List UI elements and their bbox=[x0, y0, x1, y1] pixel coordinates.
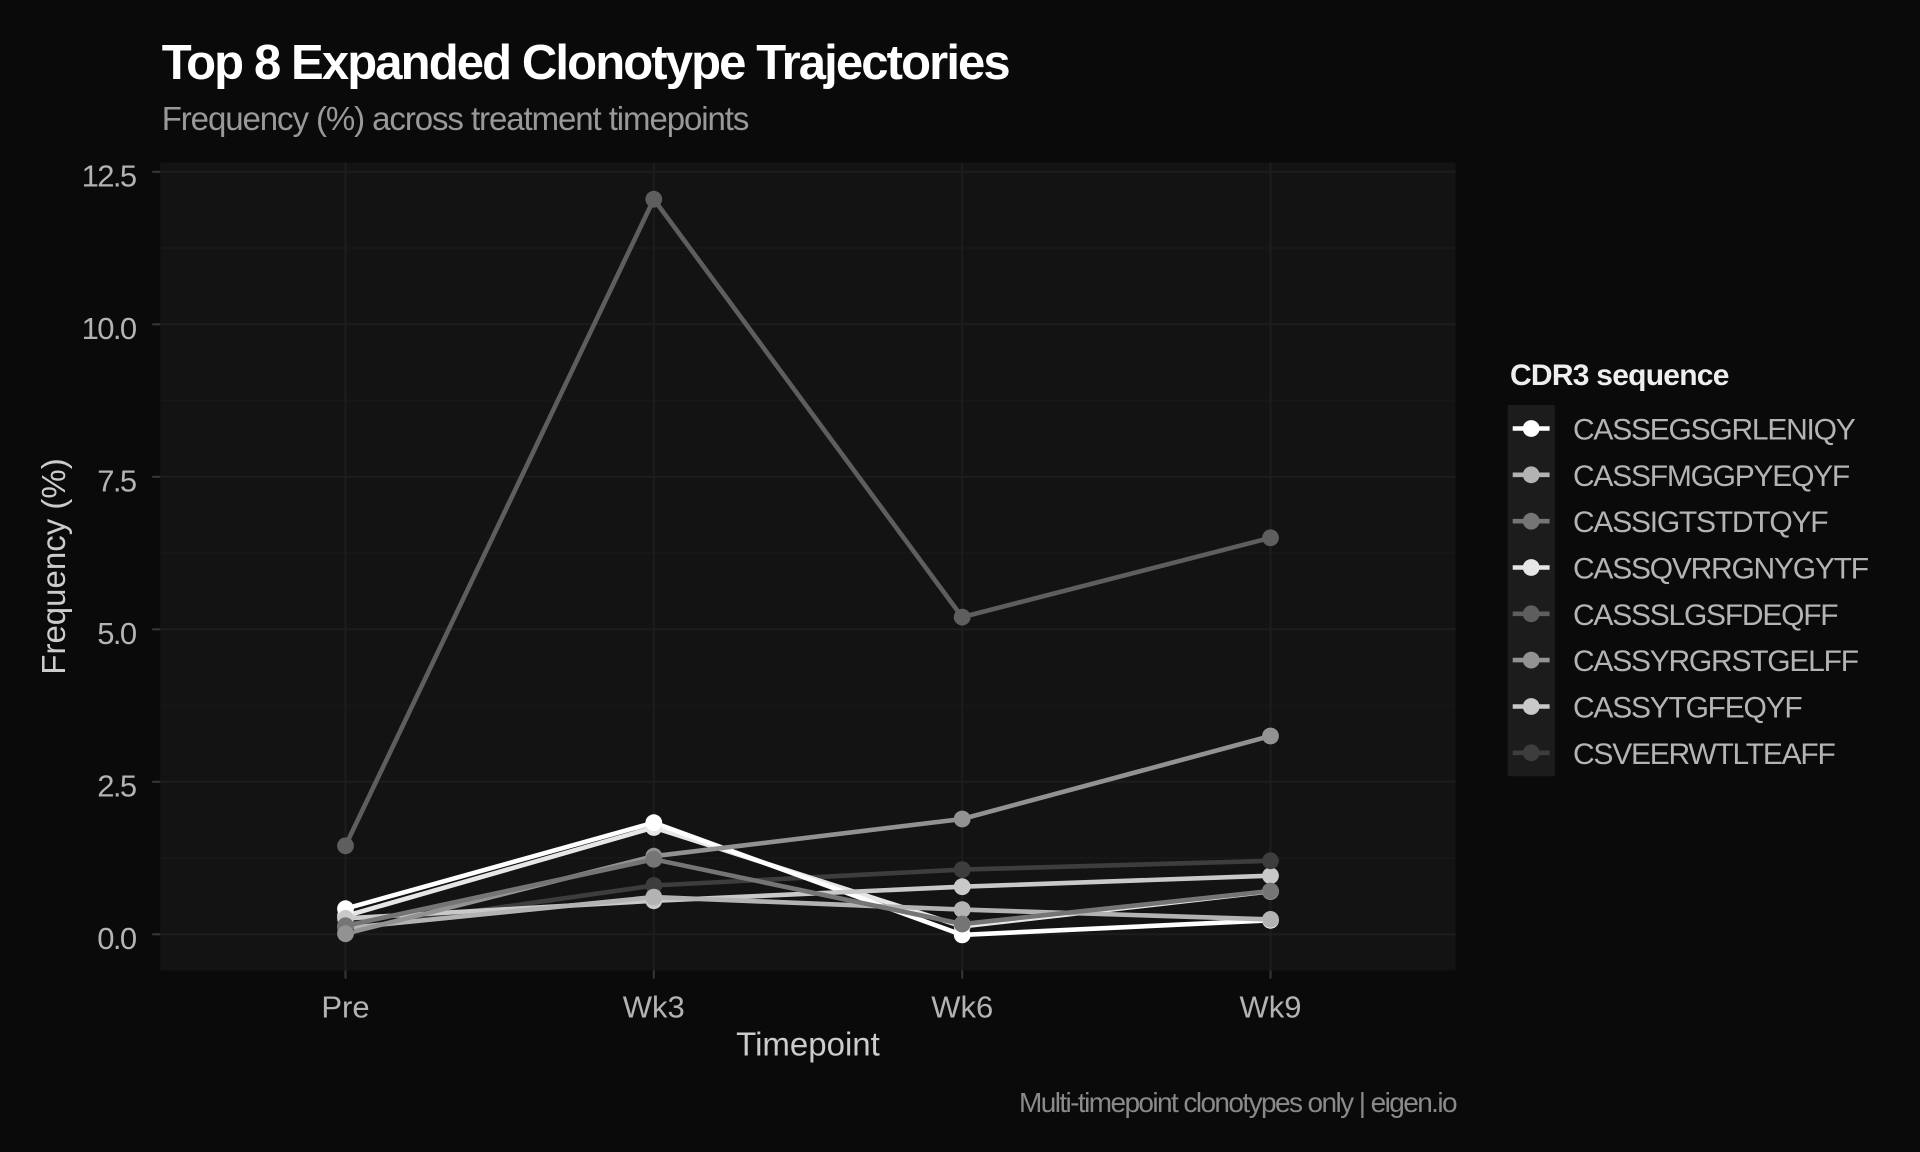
svg-text:Top 8 Expanded Clonotype Traje: Top 8 Expanded Clonotype Trajectories bbox=[162, 36, 1010, 90]
svg-text:Multi-timepoint clonotypes onl: Multi-timepoint clonotypes only | eigen.… bbox=[1019, 1087, 1457, 1118]
svg-text:CASSQVRRGNYGYTF: CASSQVRRGNYGYTF bbox=[1573, 553, 1869, 586]
svg-text:10.0: 10.0 bbox=[82, 311, 137, 346]
svg-text:CASSSLGSFDEQFF: CASSSLGSFDEQFF bbox=[1573, 599, 1838, 632]
svg-text:Timepoint: Timepoint bbox=[736, 1026, 880, 1063]
svg-text:Pre: Pre bbox=[321, 989, 369, 1024]
svg-text:Wk6: Wk6 bbox=[931, 989, 993, 1024]
svg-text:CASSYRGRSTGELFF: CASSYRGRSTGELFF bbox=[1573, 645, 1859, 678]
svg-text:CASSEGSGRLENIQY: CASSEGSGRLENIQY bbox=[1573, 414, 1856, 447]
svg-text:CASSFMGGPYEQYF: CASSFMGGPYEQYF bbox=[1573, 460, 1850, 493]
svg-text:CDR3 sequence: CDR3 sequence bbox=[1510, 359, 1729, 392]
svg-text:7.5: 7.5 bbox=[97, 464, 136, 499]
svg-text:CASSIGTSTDTQYF: CASSIGTSTDTQYF bbox=[1573, 506, 1828, 539]
svg-text:5.0: 5.0 bbox=[97, 616, 137, 651]
svg-text:Frequency (%): Frequency (%) bbox=[35, 458, 72, 674]
svg-text:Wk9: Wk9 bbox=[1240, 989, 1302, 1024]
svg-text:12.5: 12.5 bbox=[82, 159, 136, 194]
svg-text:Wk3: Wk3 bbox=[623, 989, 685, 1024]
svg-text:0.0: 0.0 bbox=[97, 921, 137, 956]
svg-text:Frequency (%) across treatment: Frequency (%) across treatment timepoint… bbox=[162, 100, 749, 137]
svg-text:CSVEERWTLTEAFF: CSVEERWTLTEAFF bbox=[1573, 738, 1835, 771]
svg-text:2.5: 2.5 bbox=[97, 769, 136, 804]
svg-text:CASSYTGFEQYF: CASSYTGFEQYF bbox=[1573, 692, 1802, 725]
